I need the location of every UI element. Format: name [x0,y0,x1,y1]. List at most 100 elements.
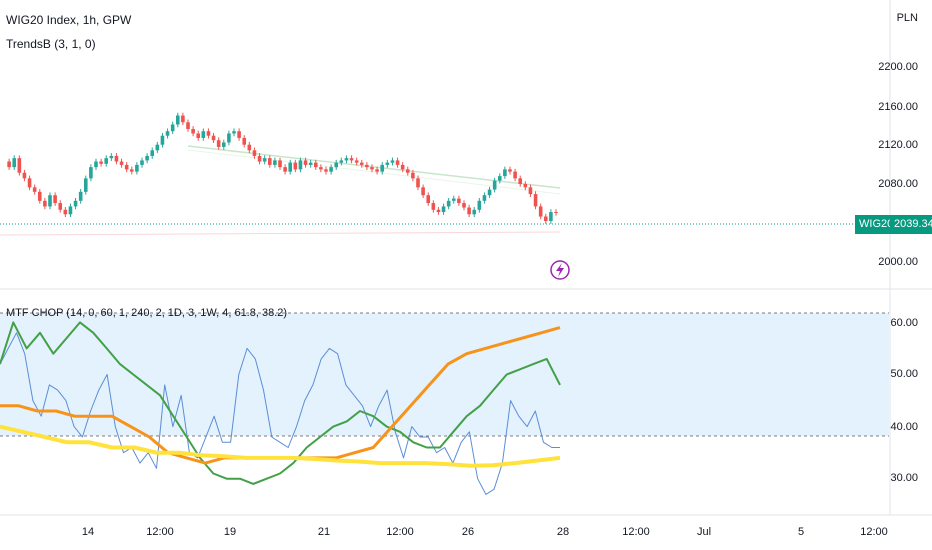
candle [359,162,364,165]
candle [114,155,119,162]
last-price-symbol-badge: WIG20 [855,215,893,234]
candle [503,169,507,177]
candle [12,158,17,168]
last-price-badge: 2039.34 [890,215,932,234]
candle [99,161,103,164]
candle [523,183,528,188]
chop-lines-group [0,321,561,495]
candle [303,160,308,165]
currency-label[interactable]: PLN [896,12,918,24]
candle [191,128,195,134]
candle [492,180,497,190]
candle [533,194,538,207]
candle [63,209,68,215]
candle [221,142,226,147]
candle [554,212,558,214]
candle [22,172,27,179]
candle [27,178,32,188]
candle [436,209,441,213]
time-tick: 12:00 [386,526,414,538]
candle [380,164,385,172]
candle [543,216,548,222]
candle [472,209,477,215]
candle [288,162,293,172]
time-tick: 26 [461,526,475,538]
candles-group [7,112,558,224]
candle [319,167,323,170]
price-tick: 2000.00 [878,256,918,268]
chop-indicator-label[interactable]: MTF CHOP (14, 0, 60, 1, 240, 2, 1D, 3, 1… [6,307,288,319]
candle [267,158,272,165]
candle [43,200,47,207]
candle [160,135,165,145]
price-tick: 2200.00 [878,61,918,73]
candle [549,212,553,222]
candle [324,169,328,172]
candle [32,187,37,192]
candle [186,122,190,129]
lightning-icon[interactable] [550,260,570,280]
candle [165,131,170,136]
candle [518,178,523,184]
candle [513,171,517,179]
time-tick: 21 [317,526,331,538]
candle [538,206,543,217]
candle [155,144,160,151]
candle [313,162,318,168]
time-tick: Jul [696,526,712,538]
candle [140,160,144,165]
candle [487,189,492,196]
candle [89,167,93,179]
indicator-label[interactable]: TrendsB (3, 1, 0) [6,37,96,51]
chop-line-2 [0,321,561,485]
candle [145,155,149,161]
candle [339,160,344,163]
candle [53,195,57,204]
candle [457,198,461,204]
candle [124,164,129,170]
candle [170,124,175,132]
candle [400,164,405,170]
candle [344,158,349,161]
chop-line-1 [0,332,560,495]
candle [104,158,109,164]
osc-tick: 30.00 [890,472,918,484]
candle [262,158,267,162]
time-tick: 12:00 [622,526,650,538]
candle [482,195,487,201]
candle [196,133,201,138]
candle [283,167,287,172]
candle [119,161,124,165]
candle [135,164,139,172]
osc-tick: 50.00 [890,368,918,380]
candle [293,162,298,170]
candle [298,160,303,170]
candle [411,172,415,179]
candle [441,206,446,213]
osc-tick: 40.00 [890,421,918,433]
candle [431,203,436,210]
time-tick: 19 [223,526,237,538]
candle [206,131,211,136]
candle [73,200,78,207]
candle [426,195,431,204]
candle [58,203,63,210]
osc-tick: 60.00 [890,317,918,329]
candle [421,187,425,196]
candle [467,207,471,215]
symbol-title[interactable]: WIG20 Index, 1h, GPW [6,13,132,27]
candle [237,131,241,138]
candle [508,169,512,172]
candle [17,158,22,173]
chop-line-4 [0,424,561,468]
candle [329,167,333,172]
candle [175,115,180,125]
candle [477,200,482,210]
candle [211,135,216,141]
candle [273,160,277,165]
price-tick: 2080.00 [878,178,918,190]
candle [370,167,374,170]
candle [446,200,451,207]
